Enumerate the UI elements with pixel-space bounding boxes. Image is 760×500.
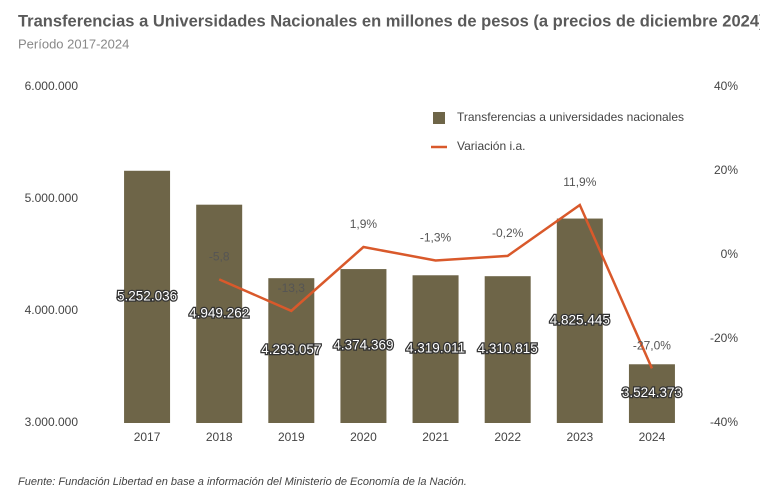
x-tick-label: 2017 <box>134 430 161 444</box>
bar-value-label: 4.374.369 <box>333 338 393 353</box>
legend-swatch <box>433 112 445 124</box>
bar-value-label: 4.293.057 <box>261 342 321 357</box>
line-value-label: 1,9% <box>350 217 378 231</box>
y-tick-label: 4.000.000 <box>25 303 79 317</box>
legend-label: Variación i.a. <box>457 139 525 153</box>
y2-tick-label: -40% <box>710 415 738 429</box>
bar-value-label: 4.310.815 <box>478 341 538 356</box>
x-tick-label: 2018 <box>206 430 233 444</box>
legend-label: Transferencias a universidades nacionale… <box>457 110 684 124</box>
line-value-label: -13,3 <box>278 281 306 295</box>
bar <box>556 218 603 423</box>
y2-tick-label: 40% <box>714 79 738 93</box>
x-tick-label: 2022 <box>494 430 521 444</box>
x-tick-label: 2019 <box>278 430 305 444</box>
y2-tick-label: 20% <box>714 163 738 177</box>
bar-value-label: 4.949.262 <box>189 305 249 320</box>
y2-tick-label: -20% <box>710 331 738 345</box>
line-value-label: -0,2% <box>492 226 524 240</box>
y2-tick-label: 0% <box>721 247 739 261</box>
bar <box>124 170 171 423</box>
bar <box>340 269 387 423</box>
y-tick-label: 5.000.000 <box>25 191 79 205</box>
line-value-label: -5,8 <box>209 250 230 264</box>
chart-title: Transferencias a Universidades Nacionale… <box>18 12 760 30</box>
bar-value-label: 4.825.445 <box>550 312 610 327</box>
bar <box>484 276 531 423</box>
line-value-label: -1,3% <box>420 231 452 245</box>
line <box>218 203 654 369</box>
line-value-label: -27,0% <box>633 339 671 353</box>
bar <box>268 278 315 423</box>
bar <box>628 364 675 423</box>
y-tick-label: 3.000.000 <box>25 415 79 429</box>
bar <box>412 275 459 423</box>
bar <box>196 204 243 423</box>
line-value-label: 11,9% <box>563 175 596 189</box>
x-tick-label: 2024 <box>639 430 666 444</box>
x-tick-label: 2021 <box>422 430 449 444</box>
bar-value-label: 3.524.373 <box>622 385 682 400</box>
chart-subtitle: Período 2017-2024 <box>18 36 129 51</box>
bar-value-label: 5.252.036 <box>117 288 177 303</box>
bar-value-label: 4.319.011 <box>406 341 465 356</box>
x-tick-label: 2023 <box>566 430 593 444</box>
footnote: Fuente: Fundación Libertad en base a inf… <box>18 476 467 488</box>
y-tick-label: 6.000.000 <box>25 79 79 93</box>
x-tick-label: 2020 <box>350 430 377 444</box>
